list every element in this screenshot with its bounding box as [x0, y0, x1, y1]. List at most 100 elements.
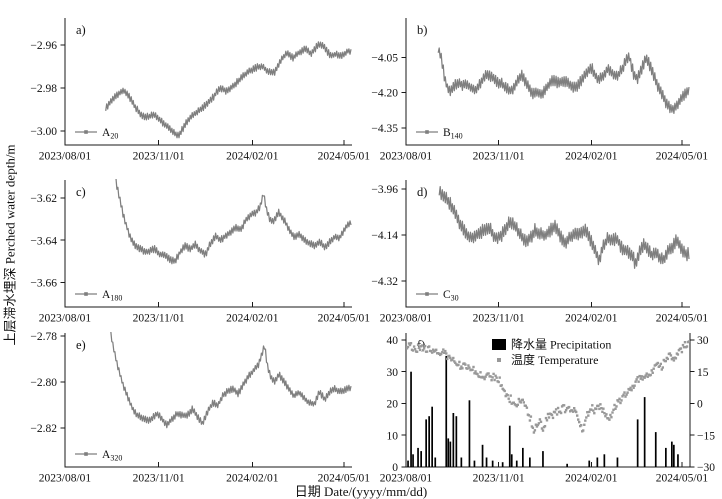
temp-dot — [621, 395, 624, 398]
temp-dot — [460, 365, 463, 368]
temp-dot — [602, 407, 605, 410]
temp-dot — [681, 343, 685, 347]
x-tick-label: 2024/05/01 — [318, 473, 371, 485]
panel-a: 2023/08/01 2023/11/01 2024/02/01 2024/05/01… — [30, 18, 370, 163]
temp-dot — [674, 357, 678, 360]
temp-dot — [618, 397, 621, 400]
temp-dot — [500, 384, 503, 387]
temp-dot — [556, 406, 560, 410]
legend-d: C30 — [416, 289, 459, 303]
legend-temp-marker — [497, 358, 501, 362]
legend-temp-label: 温度 Temperature — [511, 352, 598, 367]
temp-dot — [672, 359, 676, 362]
precip-bar — [588, 460, 591, 467]
temp-dot — [580, 424, 583, 427]
temp-dot — [668, 352, 672, 355]
legend-precip-label: 降水量 Precipitation — [511, 338, 611, 352]
y-axis-label: 上层滞水埋深 Perched water depth/m — [2, 144, 18, 346]
x-tick-label: 2024/05/01 — [318, 313, 371, 325]
temp-dot — [522, 401, 525, 404]
x-tick-label: 2023/08/01 — [380, 151, 433, 163]
temp-dot — [593, 412, 596, 415]
temp-dot — [676, 353, 680, 356]
temp-dot — [645, 372, 648, 375]
temp-dot — [449, 356, 452, 360]
panel-f: 2023/08/01 2023/11/01 2024/02/01 2024/05/01… — [380, 333, 715, 485]
precip-bar — [425, 419, 427, 467]
precip-bar — [449, 441, 452, 467]
temp-dot — [599, 403, 602, 406]
temp-dot — [471, 368, 474, 372]
legend-label: C30 — [443, 289, 459, 303]
temp-dot — [540, 427, 544, 430]
temp-dot — [605, 413, 608, 416]
temp-dot — [506, 394, 509, 397]
series-C30-line — [438, 185, 690, 269]
temp-dot — [408, 343, 412, 347]
precip-bar — [596, 457, 599, 467]
temp-dot — [503, 389, 506, 393]
temp-dot — [646, 375, 649, 378]
y2-tick-label: −30 — [697, 462, 715, 474]
temp-dot — [619, 401, 622, 405]
temp-dot — [482, 376, 485, 379]
temp-dot — [558, 410, 562, 413]
temp-dot — [545, 419, 549, 422]
temp-dot — [430, 350, 433, 353]
temp-dot — [406, 345, 408, 349]
temp-dot — [576, 414, 579, 417]
temp-dot — [553, 411, 557, 414]
panel-e: 2023/08/01 2023/11/01 2024/02/01 2024/05/01… — [30, 331, 371, 485]
temp-dot — [591, 404, 594, 407]
legend-precip-marker — [492, 339, 506, 350]
temp-dot — [604, 415, 607, 418]
temp-dot — [632, 386, 635, 389]
series-B140-line — [437, 47, 690, 115]
temp-dot — [498, 376, 501, 379]
precip-bar — [522, 447, 524, 467]
temp-dot — [544, 416, 548, 420]
temp-dot — [461, 367, 464, 370]
x-axis-label: 日期 Date/(yyyy/mm/dd) — [294, 484, 428, 499]
y-tick-label: 40 — [387, 335, 399, 347]
temp-dot — [418, 348, 422, 352]
precip-bar — [407, 460, 409, 467]
precip-bar — [665, 447, 667, 467]
temp-dot — [407, 342, 411, 345]
precip-bar — [671, 441, 673, 467]
temp-dot — [641, 378, 644, 381]
y-tick-label: −4.35 — [371, 123, 398, 135]
temp-dot — [494, 374, 497, 377]
temp-dot — [554, 408, 558, 411]
x-tick-label: 2023/08/01 — [39, 151, 92, 163]
precip-bar — [501, 462, 504, 467]
precip-bar — [485, 457, 488, 467]
temp-dot — [577, 418, 580, 421]
legend-marker — [425, 292, 429, 296]
temp-dot — [637, 380, 640, 383]
temp-dot — [666, 357, 669, 361]
precip-bar — [515, 460, 518, 467]
precip-bar — [603, 454, 606, 467]
temp-dot — [492, 372, 495, 376]
y-tick-label: 30 — [387, 367, 399, 379]
temp-dot — [664, 359, 667, 363]
temp-dot — [535, 425, 539, 428]
temp-dot — [639, 377, 642, 380]
y-tick-label: 20 — [387, 399, 399, 411]
temp-dot — [479, 371, 482, 374]
axes-spines — [405, 333, 691, 468]
temp-dot — [643, 376, 646, 379]
precip-bar — [417, 447, 419, 467]
precip-bar — [445, 355, 448, 467]
temp-dot — [431, 351, 434, 354]
temp-dot — [683, 341, 687, 344]
x-tick-label: 2024/02/01 — [226, 473, 279, 485]
temp-dot — [453, 360, 456, 363]
temp-dot — [623, 391, 626, 394]
temp-dot — [435, 348, 438, 351]
y2-tick-label: −15 — [697, 430, 715, 442]
